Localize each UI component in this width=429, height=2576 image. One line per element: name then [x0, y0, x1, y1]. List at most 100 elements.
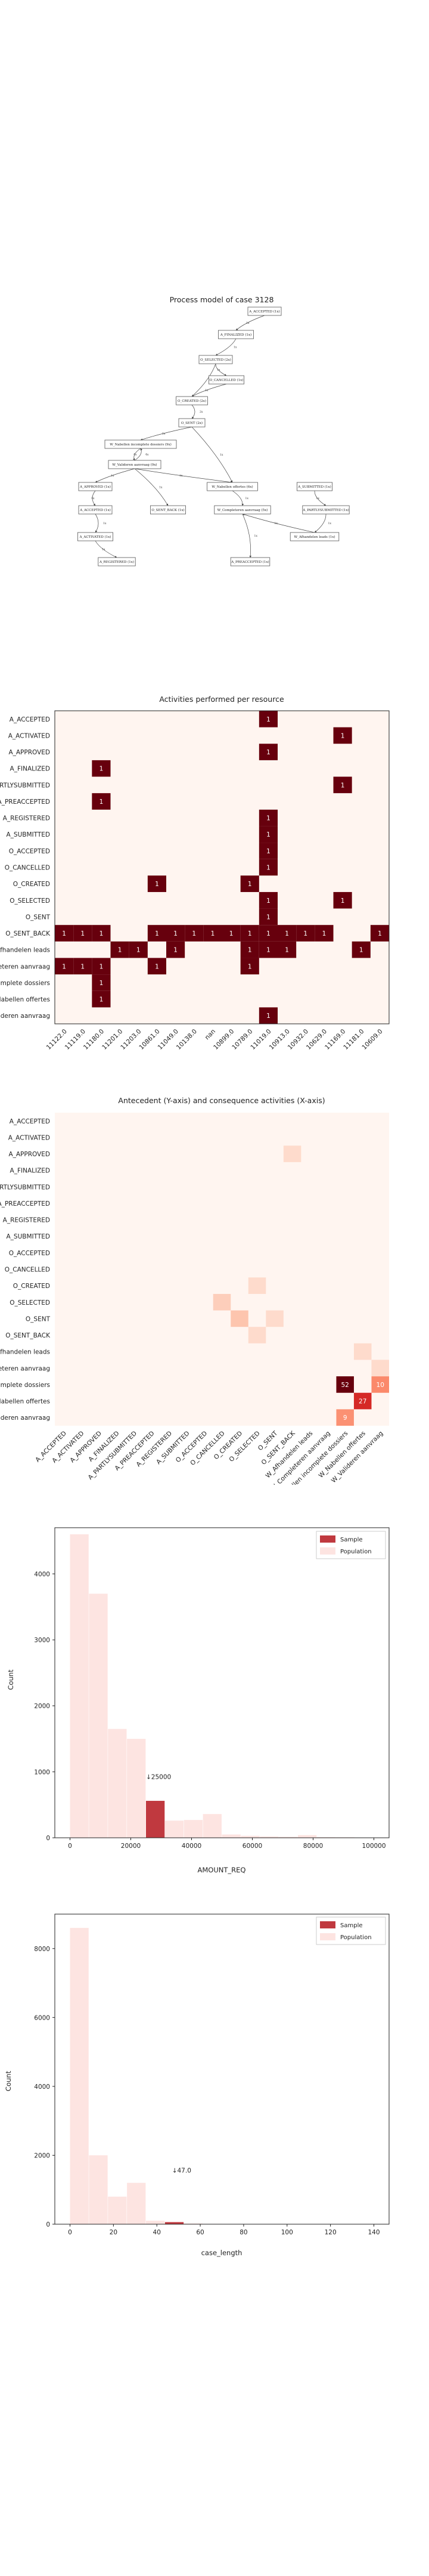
process-node-label: A_PARTLYSUBMITTED (1x)	[302, 508, 349, 512]
process-node-label: W_Afhandelen leads (1x)	[294, 535, 335, 539]
legend-sample: Sample	[340, 1922, 363, 1929]
process-node: A_FINALIZED (1x)	[217, 330, 254, 339]
heatmap-cell-value: 1	[285, 947, 289, 954]
process-edge: 1x	[232, 490, 249, 506]
process-node: A_ACTIVATED (1x)	[77, 532, 113, 541]
heatmap-column-label: 10138.0	[175, 1028, 198, 1051]
process-node: A_REGISTERED (1x)	[98, 557, 136, 566]
process-edge-label: 1x	[103, 522, 107, 525]
heatmap-cell	[166, 925, 185, 942]
process-node-label: A_APPROVED (1x)	[79, 485, 111, 489]
heatmap-cell-value: 27	[359, 1398, 366, 1405]
process-edge: 1x	[235, 315, 265, 331]
process-edge-label: 1x	[91, 497, 95, 500]
population-bar	[164, 1820, 184, 1838]
process-edge-label: 1x	[234, 346, 237, 349]
x-tick-label: 20	[110, 2229, 117, 2236]
heatmap-row-label: W_Valideren aanvraag	[0, 1013, 50, 1020]
heatmap-row-label: O_SENT_BACK	[5, 1332, 51, 1339]
heatmap-cell	[259, 711, 278, 727]
process-node-label: A_PREACCEPTED (1x)	[231, 560, 269, 564]
heatmap-cell	[147, 958, 166, 975]
heatmap-cell	[336, 1376, 354, 1393]
process-node-label: A_ACTIVATED (1x)	[79, 535, 111, 539]
activities-per-resource-heatmap: Activities performed per resource 1 1 1 1 1 1…	[0, 695, 390, 1051]
heatmap-row-label: A_PREACCEPTED	[0, 798, 50, 806]
process-node-label: A_FINALIZED (1x)	[220, 333, 251, 337]
y-tick-label: 4000	[34, 2083, 50, 2091]
y-tick-label: 8000	[34, 1946, 50, 1953]
heatmap-cell	[240, 958, 259, 975]
y-tick-label: 6000	[34, 2014, 50, 2021]
heatmap-cell-value: 1	[322, 930, 327, 937]
process-edge-label: 1x	[245, 497, 249, 500]
y-axis-label: Count	[7, 1669, 15, 1690]
population-bar	[184, 1820, 203, 1838]
heatmap-cell-value: 1	[173, 947, 178, 954]
heatmap-row-label: W_Completeren aanvraag	[0, 1365, 50, 1372]
x-tick-label: 140	[368, 2229, 380, 2236]
process-edge: 1x	[242, 513, 315, 533]
heatmap-cell	[336, 1409, 354, 1426]
process-node: A_ACCEPTED (1x)	[78, 505, 113, 515]
process-edge-label: 2x	[200, 410, 203, 414]
heatmap-cell-value: 1	[192, 930, 196, 937]
heatmap-cell	[370, 925, 389, 942]
heatmap-cell-value: 1	[266, 848, 271, 855]
heatmap-row-label: O_SELECTED	[10, 897, 50, 905]
y-tick-label: 0	[46, 1835, 50, 1842]
heatmap-cell-value: 1	[248, 881, 252, 888]
heatmap-cell-value: 1	[341, 732, 345, 739]
process-edge-label: 1x	[328, 522, 332, 525]
heatmap-cell	[166, 941, 185, 958]
heatmap-cell	[248, 1277, 266, 1294]
heatmap-cell	[259, 1007, 278, 1024]
histogram-legend: Sample Population	[316, 1916, 386, 1945]
process-edge: 1x	[215, 363, 227, 376]
heatmap-cell	[259, 744, 278, 760]
process-node-label: W_Nabellen incomplete dossiers (9x)	[110, 442, 172, 447]
heatmap-cell	[259, 809, 278, 826]
legend-population: Population	[340, 1934, 372, 1941]
process-node-label: W_Nabellen offertes (6x)	[212, 485, 253, 489]
process-edge-label: 1x	[217, 369, 220, 372]
population-bar	[241, 1835, 260, 1838]
heatmap-cell	[213, 1293, 231, 1311]
heatmap-row-label: W_Completeren aanvraag	[0, 963, 50, 970]
heatmap-cell	[278, 941, 297, 958]
heatmap-row-label: W_Nabellen incomplete dossiers	[0, 980, 50, 987]
x-axis-label: AMOUNT_REQ	[198, 1866, 246, 1874]
process-edge: 1x	[314, 513, 332, 533]
process-model-diagram: Process model of case 3128 1x 1x 1x 1x 1x 2x 1…	[77, 295, 350, 566]
x-tick-label: 60000	[243, 1843, 262, 1850]
process-node: O_SENT_BACK (1x)	[150, 505, 186, 515]
heatmap-cell-value: 1	[155, 930, 159, 937]
heatmap-row-label: O_CANCELLED	[5, 865, 50, 872]
heatmap-row-label: W_Valideren aanvraag	[0, 1414, 50, 1422]
heatmap-cell-value: 1	[341, 782, 345, 789]
heatmap-row-label: A_ACTIVATED	[8, 732, 50, 739]
process-node-label: A_REGISTERED (1x)	[99, 560, 134, 564]
process-node: A_APPROVED (1x)	[78, 482, 113, 491]
heatmap-cell	[73, 958, 92, 975]
heatmap-cell-value: 1	[100, 930, 104, 937]
y-tick-label: 4000	[34, 1571, 50, 1578]
population-bar	[127, 1739, 146, 1838]
process-edge-label: 1x	[246, 321, 250, 325]
heatmap-row-label: A_SUBMITTED	[6, 1233, 50, 1240]
process-node-label: O_CANCELLED (1x)	[210, 378, 244, 382]
heatmap-row-label: W_Afhandelen leads	[0, 1349, 50, 1356]
heatmap-row-label: O_CANCELLED	[5, 1267, 50, 1274]
process-node: A_ACCEPTED (1x)	[247, 306, 282, 316]
process-node: A_PREACCEPTED (1x)	[230, 557, 271, 566]
antecedent-consequence-heatmap: Antecedent (Y-axis) and consequence acti…	[0, 1096, 389, 1485]
process-edge: 1x	[91, 490, 96, 506]
heatmap-cell-value: 1	[229, 930, 234, 937]
x-tick-label: 80	[240, 2229, 247, 2236]
process-node: W_Completeren aanvraag (5x)	[214, 505, 271, 515]
heatmap-cell-value: 1	[118, 947, 122, 954]
process-edge: 1x	[140, 426, 192, 441]
heatmap-cell	[92, 793, 111, 810]
process-node: A_PARTLYSUBMITTED (1x)	[302, 505, 350, 515]
population-bar	[146, 2221, 165, 2224]
